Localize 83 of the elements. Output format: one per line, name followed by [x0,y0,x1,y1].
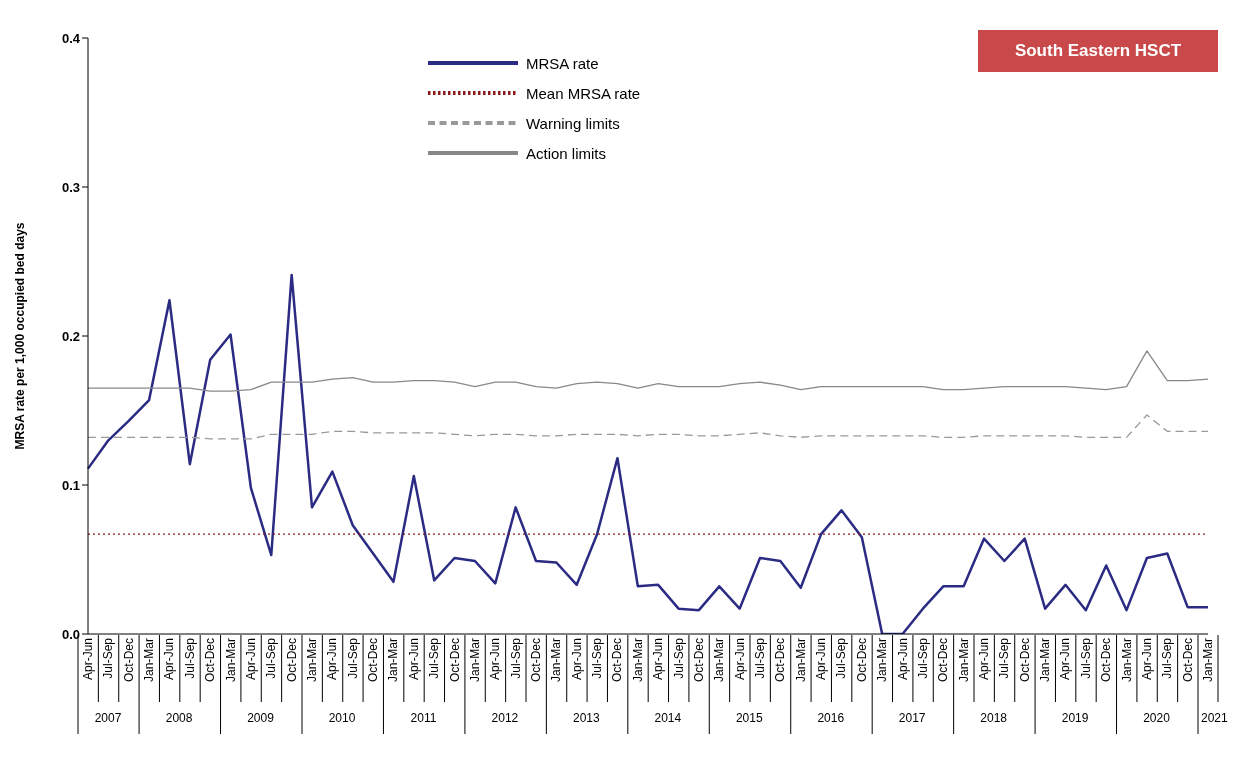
x-tick-label: Oct-Dec [121,638,136,683]
text: 2010 [328,711,356,725]
line-series [87,414,1209,440]
x-tick-label: Jul-Sep [1078,637,1093,679]
text: 2008 [165,711,193,725]
x-tick-label: Jan-Mar [142,638,157,683]
x-tick-label: Apr-Jun [1058,638,1073,681]
x-tick-label: Jul-Sep [101,637,116,679]
x-tick-label: Jan-Mar [223,638,238,683]
x-tick-label: Jul-Sep [427,637,442,679]
text: 2017 [898,711,926,725]
legend-label: Mean MRSA rate [526,84,641,102]
x-tick-label: Jan-Mar [793,638,808,683]
x-tick-label: Oct-Dec [447,638,462,683]
y-tick-label: 0.0 [61,626,80,642]
text: 2018 [980,711,1008,725]
x-tick-label: Jul-Sep [997,637,1012,679]
x-tick-label: Apr-Jun [569,638,584,681]
x-tick-label: Jul-Sep [1160,637,1175,679]
x-tick-label: Apr-Jun [488,638,503,681]
legend-label: MRSA rate [526,54,599,72]
x-tick-label: Oct-Dec [610,638,625,683]
y-tick-label: 0.3 [61,179,80,195]
x-tick-label: Oct-Dec [1180,638,1195,683]
x-tick-label: Jan-Mar [630,638,645,683]
text: 2014 [654,711,682,725]
x-tick-label: Jul-Sep [915,637,930,679]
x-tick-label: Jan-Mar [956,638,971,683]
text: 2015 [735,711,763,725]
x-tick-label: Jul-Sep [182,637,197,679]
x-tick-label: Oct-Dec [203,638,218,683]
x-tick-label: Oct-Dec [529,638,543,683]
legend-label: Action limits [526,144,607,162]
x-tick-label: Oct-Dec [284,638,299,683]
text: 2019 [1061,711,1089,725]
x-tick-label: Apr-Jun [243,638,258,681]
x-tick-label: Jan-Mar [712,638,727,683]
x-tick-label: Apr-Jun [162,638,177,681]
x-tick-label: Jan-Mar [1119,638,1134,683]
x-tick-label: Oct-Dec [366,638,381,683]
x-tick-label: Jan-Mar [467,638,482,683]
legend-label: Warning limits [526,114,620,132]
x-tick-label: Oct-Dec [773,638,788,683]
x-tick-label: Oct-Dec [1099,638,1114,683]
x-tick-label: Jul-Sep [753,637,767,679]
x-tick-label: Apr-Jun [814,638,829,681]
x-tick-label: Jul-Sep [345,637,360,679]
x-tick-label: Jan-Mar [386,638,401,683]
x-tick-label: Jan-Mar [1038,638,1053,683]
text: 2009 [247,711,275,725]
x-tick-label: Oct-Dec [1017,638,1032,683]
line-series [87,350,1209,392]
x-tick-label: Apr-Jun [977,638,991,681]
x-tick-label: Jan-Mar [1201,638,1215,683]
x-tick-label: Jul-Sep [590,637,605,679]
x-tick-label: Apr-Jun [895,638,910,681]
x-tick-label: Jul-Sep [264,637,279,679]
x-tick-label: Apr-Jun [406,638,421,681]
text: 2016 [817,711,845,725]
x-tick-label: Apr-Jun [651,638,666,681]
x-tick-label: Apr-Jun [81,638,95,681]
text: 2013 [573,711,601,725]
x-tick-label: Apr-Jun [1139,638,1154,681]
text: 2012 [491,711,519,725]
x-tick-label: Jan-Mar [549,638,564,683]
x-tick-label: Oct-Dec [936,638,951,683]
y-tick-label: 0.2 [61,328,80,344]
x-tick-label: Jul-Sep [671,637,686,679]
text: 2011 [410,711,437,725]
x-tick-label: Jan-Mar [875,638,890,683]
text: 2021 [1201,711,1229,725]
x-tick-label: Jan-Mar [305,638,319,683]
x-tick-label: Oct-Dec [854,638,869,683]
x-tick-label: Jul-Sep [508,637,523,679]
x-tick-label: Apr-Jun [732,638,747,681]
text: 2020 [1143,711,1171,725]
x-tick-label: Oct-Dec [691,638,706,683]
text: 2007 [94,711,122,725]
y-tick-label: 0.1 [61,477,80,493]
x-tick-label: Apr-Jun [325,638,340,681]
x-tick-label: Jul-Sep [834,637,849,679]
y-tick-label: 0.4 [61,30,81,46]
y-axis-title: MRSA rate per 1,000 occupied bed days [13,222,28,450]
